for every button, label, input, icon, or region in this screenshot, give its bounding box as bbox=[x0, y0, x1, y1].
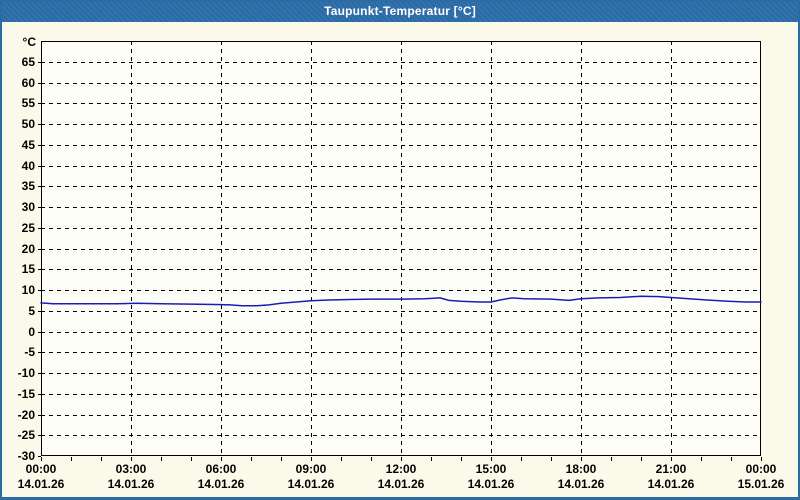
y-tick-label: 30 bbox=[22, 200, 36, 214]
y-tick-label: 55 bbox=[22, 96, 36, 110]
y-tick-label: 0 bbox=[28, 325, 35, 339]
y-tick-labels: 65605550454035302520151050-5-10-15-20-25… bbox=[18, 55, 36, 463]
x-gridlines bbox=[131, 41, 672, 456]
x-tick-time-label: 12:00 bbox=[386, 462, 417, 476]
y-tick-label: -5 bbox=[24, 345, 35, 359]
x-tick-time-label: 18:00 bbox=[566, 462, 597, 476]
y-tick-label: -10 bbox=[18, 366, 36, 380]
y-tick-label: 10 bbox=[22, 283, 36, 297]
x-tick-date-label: 15.01.26 bbox=[738, 477, 785, 491]
y-tick-label: -15 bbox=[18, 387, 36, 401]
window-title: Taupunkt-Temperatur [°C] bbox=[324, 4, 476, 18]
x-tick-date-label: 14.01.26 bbox=[558, 477, 605, 491]
x-tick-time-label: 21:00 bbox=[656, 462, 687, 476]
x-tick-date-label: 14.01.26 bbox=[108, 477, 155, 491]
x-tick-labels: 00:0014.01.2603:0014.01.2606:0014.01.260… bbox=[18, 462, 785, 491]
x-tick-time-label: 06:00 bbox=[206, 462, 237, 476]
x-tick-time-label: 09:00 bbox=[296, 462, 327, 476]
y-axis-unit-label: °C bbox=[23, 35, 37, 49]
x-tick-date-label: 14.01.26 bbox=[378, 477, 425, 491]
x-tick-time-label: 00:00 bbox=[746, 462, 777, 476]
y-tick-label: 25 bbox=[22, 221, 36, 235]
y-tick-label: -30 bbox=[18, 449, 36, 463]
x-tick-time-label: 03:00 bbox=[116, 462, 147, 476]
y-tick-label: 45 bbox=[22, 138, 36, 152]
x-tick-time-label: 15:00 bbox=[476, 462, 507, 476]
y-tick-label: -25 bbox=[18, 428, 36, 442]
plot-border bbox=[40, 40, 762, 457]
y-tick-label: 40 bbox=[22, 159, 36, 173]
window-titlebar[interactable]: Taupunkt-Temperatur [°C] bbox=[2, 2, 798, 22]
x-tick-date-label: 14.01.26 bbox=[648, 477, 695, 491]
y-tick-label: 15 bbox=[22, 262, 36, 276]
dewpoint-series-line bbox=[40, 295, 762, 307]
y-tick-label: 35 bbox=[22, 179, 36, 193]
x-tick-date-label: 14.01.26 bbox=[468, 477, 515, 491]
y-tick-label: 60 bbox=[22, 76, 36, 90]
x-tick-date-label: 14.01.26 bbox=[18, 477, 65, 491]
y-tick-label: 50 bbox=[22, 117, 36, 131]
y-tick-label: -20 bbox=[18, 408, 36, 422]
y-tick-label: 20 bbox=[22, 242, 36, 256]
x-tick-date-label: 14.01.26 bbox=[198, 477, 245, 491]
y-tick-label: 65 bbox=[22, 55, 36, 69]
x-tick-date-label: 14.01.26 bbox=[288, 477, 335, 491]
y-tick-label: 5 bbox=[28, 304, 35, 318]
x-minor-ticks bbox=[41, 457, 762, 461]
x-tick-time-label: 00:00 bbox=[26, 462, 57, 476]
